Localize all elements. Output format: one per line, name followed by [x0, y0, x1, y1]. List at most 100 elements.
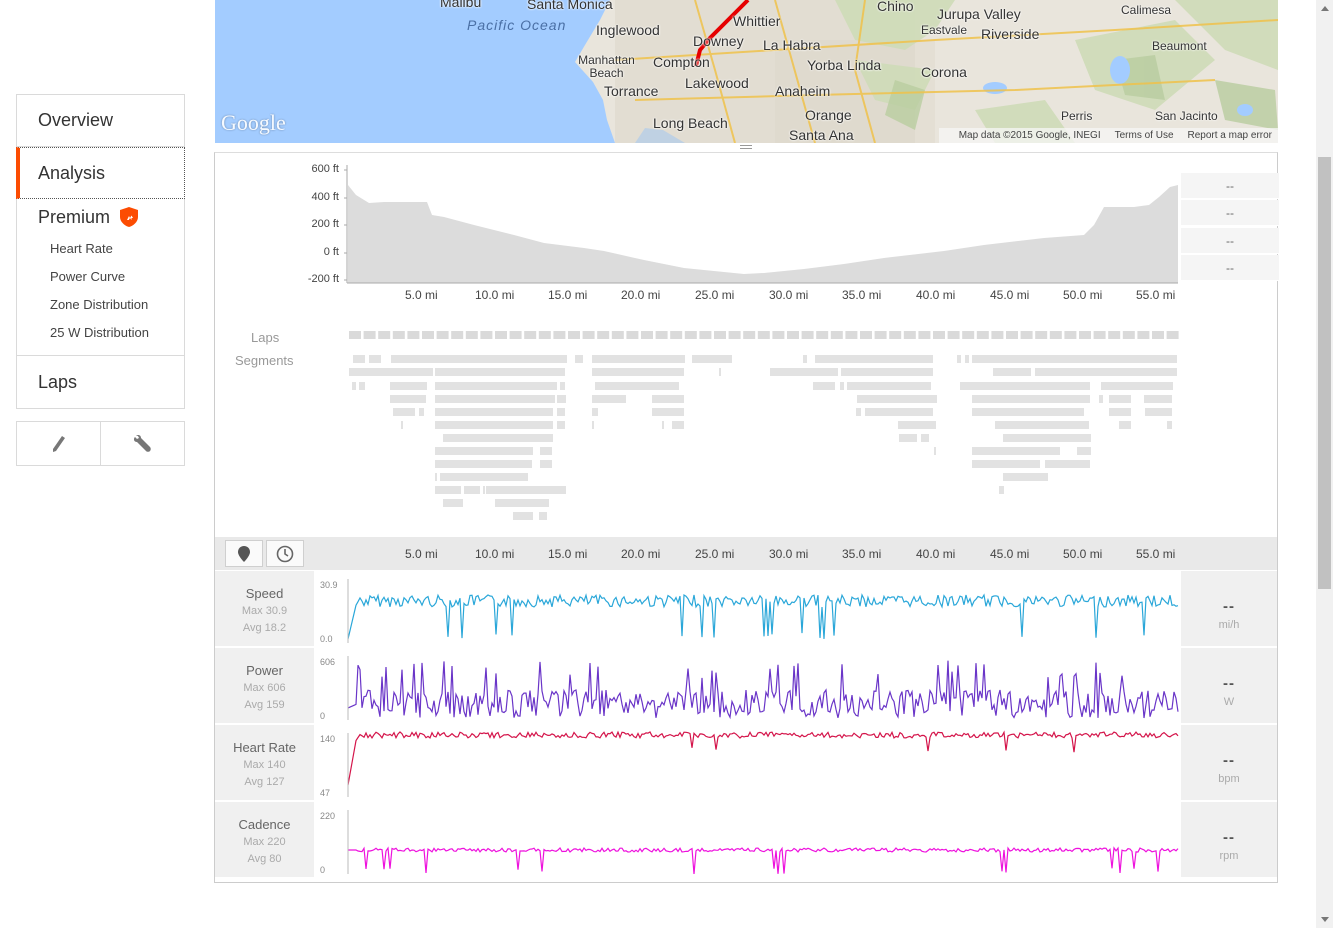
elevation-x-tick: 30.0 mi [769, 288, 809, 302]
map-label: Riverside [981, 26, 1040, 42]
map-label: Compton [653, 54, 710, 70]
map-resize-handle-icon[interactable] [740, 144, 752, 152]
nav-premium[interactable]: Premium [17, 199, 184, 235]
lap-bar [495, 331, 507, 339]
sub-item-power-curve[interactable]: Power Curve [50, 269, 126, 284]
lap-bar [816, 331, 829, 339]
page-scrollbar[interactable] [1316, 0, 1333, 928]
stream-name: Speed [245, 586, 284, 601]
nav-laps[interactable]: Laps [17, 356, 184, 408]
laps-segments-track[interactable] [347, 331, 1182, 527]
settings-button[interactable] [100, 422, 184, 465]
heart-rate-stream-chart[interactable] [345, 725, 1181, 800]
lap-bar [1166, 331, 1179, 339]
stream-value: -- [1223, 598, 1235, 615]
stream-row-power[interactable]: Power Max 606 Avg 159 606 0 -- W [215, 648, 1277, 725]
lap-bar [1093, 331, 1106, 339]
stream-trace [347, 730, 1179, 786]
elevation-chart[interactable] [344, 165, 1180, 285]
lap-bar [1006, 331, 1018, 339]
stream-axis-bottom: 0 [320, 865, 326, 875]
nav-laps-label: Laps [38, 371, 78, 392]
cadence-stream-chart[interactable] [345, 802, 1181, 877]
map-label: Santa Ana [789, 127, 854, 143]
stream-x-tick: 45.0 mi [990, 547, 1030, 561]
report-map-error-link[interactable]: Report a map error [1187, 130, 1272, 141]
lap-bar [1122, 331, 1135, 339]
stream-row-heart-rate[interactable]: Heart Rate Max 140 Avg 127 140 47 -- bpm [215, 725, 1277, 802]
analysis-panel: 600 ft 400 ft 200 ft 0 ft -200 ft 5.0 mi… [214, 152, 1279, 883]
map-label: Pacific Ocean [467, 17, 567, 33]
route-map[interactable]: Malibu Santa Monica Pacific Ocean Inglew… [215, 0, 1278, 143]
lap-bar [845, 331, 858, 339]
map-label: Perris [1061, 109, 1093, 123]
elevation-y-tick: -200 ft [307, 273, 339, 285]
lap-bar [1152, 331, 1164, 339]
lap-bar [860, 331, 872, 339]
scroll-down-arrow-icon[interactable] [1316, 911, 1333, 928]
lap-bar [728, 331, 741, 339]
stream-max: Max 140 [243, 759, 286, 771]
stream-x-tick: 35.0 mi [842, 547, 882, 561]
map-label: Jurupa Valley [937, 6, 1021, 22]
stream-unit: bpm [1218, 773, 1240, 785]
stream-x-tick: 10.0 mi [475, 547, 515, 561]
wrench-icon [133, 434, 151, 452]
scrollbar-thumb[interactable] [1318, 157, 1331, 589]
elevation-x-tick: 15.0 mi [548, 288, 588, 302]
stream-label: Cadence Max 220 Avg 80 [215, 802, 314, 877]
stream-label: Power Max 606 Avg 159 [215, 648, 314, 723]
map-background [215, 0, 1278, 143]
stream-value-box: -- W [1181, 648, 1277, 723]
lap-bars [349, 331, 1179, 339]
lap-bar [582, 331, 595, 339]
tool-buttons [16, 421, 185, 466]
stream-trace [347, 660, 1179, 720]
stream-label: Heart Rate Max 140 Avg 127 [215, 725, 314, 800]
map-label: Santa Monica [527, 0, 613, 12]
stream-avg: Avg 18.2 [242, 622, 287, 634]
stream-x-tick: 15.0 mi [548, 547, 588, 561]
sub-item-heart-rate[interactable]: Heart Rate [50, 241, 113, 256]
scroll-up-arrow-icon[interactable] [1316, 0, 1333, 17]
nav-overview[interactable]: Overview [17, 95, 184, 147]
lap-bar [641, 331, 653, 339]
distance-mode-button[interactable] [225, 540, 263, 567]
lap-bar [772, 331, 785, 339]
lap-bar [1108, 331, 1121, 339]
sub-item-zone-distribution[interactable]: Zone Distribution [50, 297, 149, 312]
lap-bar [918, 331, 931, 339]
stream-row-cadence[interactable]: Cadence Max 220 Avg 80 220 0 -- rpm [215, 802, 1277, 879]
stream-unit: mi/h [1218, 619, 1240, 631]
lap-bar [699, 331, 712, 339]
power-stream-chart[interactable] [345, 648, 1181, 723]
lap-bar [801, 331, 814, 339]
premium-shield-icon [120, 207, 139, 227]
stream-x-tick: 55.0 mi [1136, 547, 1176, 561]
stream-label: Speed Max 30.9 Avg 18.2 [215, 571, 314, 646]
sub-item-25w-distribution[interactable]: 25 W Distribution [50, 325, 149, 340]
stream-x-tick: 30.0 mi [769, 547, 809, 561]
map-label: Corona [921, 64, 967, 80]
lap-bar [684, 331, 697, 339]
time-mode-button[interactable] [266, 540, 304, 567]
stream-value: -- [1223, 829, 1235, 846]
stream-axis-bottom: 0.0 [320, 634, 333, 644]
stream-value-box: -- mi/h [1181, 571, 1277, 646]
lap-bar [465, 331, 478, 339]
lap-bar [889, 331, 902, 339]
lap-bar [363, 331, 376, 339]
lap-bar [407, 331, 420, 339]
lap-bar [743, 331, 756, 339]
elevation-x-tick: 35.0 mi [842, 288, 882, 302]
speed-stream-chart[interactable] [345, 571, 1181, 646]
stream-row-speed[interactable]: Speed Max 30.9 Avg 18.2 30.9 0.0 -- mi/h [215, 571, 1277, 648]
stream-chart-toolbar: 5.0 mi 10.0 mi 15.0 mi 20.0 mi 25.0 mi 3… [215, 537, 1277, 570]
lap-bar [451, 331, 464, 339]
terms-of-use-link[interactable]: Terms of Use [1114, 130, 1174, 141]
nav-analysis[interactable]: Analysis [16, 147, 185, 199]
lap-bar [553, 331, 566, 339]
lap-bar [378, 331, 391, 339]
edit-button[interactable] [17, 422, 100, 465]
stream-max: Max 30.9 [241, 605, 288, 617]
